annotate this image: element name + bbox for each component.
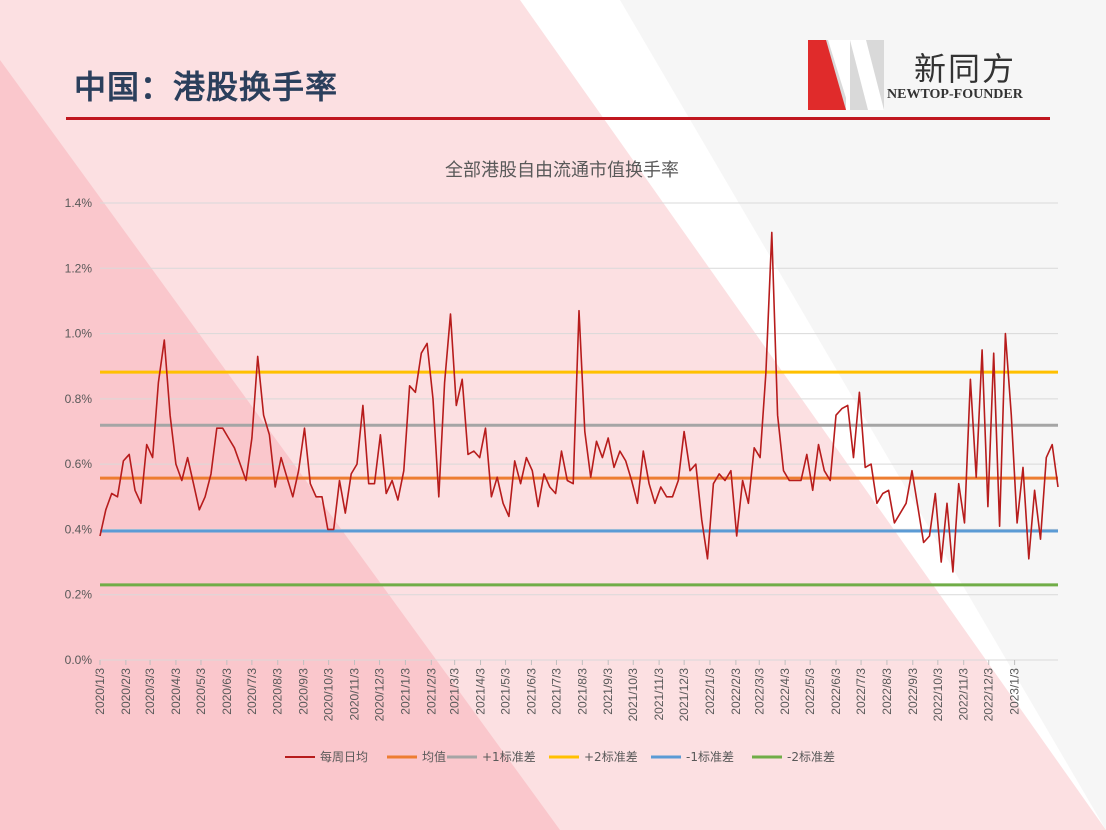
x-tick-label: 2022/10/3 (931, 668, 945, 722)
logo-english-name: NEWTOP-FOUNDER (887, 87, 1023, 102)
x-tick-label: 2020/11/3 (348, 668, 362, 721)
x-tick-label: 2020/10/3 (322, 668, 336, 722)
x-tick-label: 2020/6/3 (220, 668, 234, 715)
reference-lines (100, 370, 1058, 587)
legend-label: 每周日均 (320, 749, 368, 764)
x-tick-label: 2022/8/3 (880, 668, 894, 715)
y-tick-label: 1.2% (65, 261, 93, 275)
x-tick-label: 2022/4/3 (778, 668, 792, 715)
y-tick-label: 0.0% (65, 653, 93, 667)
x-tick-label: 2022/3/3 (752, 668, 766, 715)
legend-label: 均值 (422, 749, 446, 764)
chart-title: 全部港股自由流通市值换手率 (445, 160, 679, 181)
x-tick-label: 2022/2/3 (729, 668, 743, 715)
x-tick-label: 2021/6/3 (524, 668, 538, 715)
x-tick-label: 2022/9/3 (906, 668, 920, 715)
x-tick-label: 2021/7/3 (549, 668, 563, 715)
x-tick-label: 2021/12/3 (677, 668, 691, 722)
y-tick-label: 0.8% (65, 392, 93, 406)
x-tick-label: 2020/12/3 (373, 668, 387, 722)
y-tick-label: 0.6% (65, 457, 93, 471)
x-tick-label: 2021/5/3 (499, 668, 513, 715)
x-tick-label: 2020/5/3 (194, 668, 208, 715)
y-tick-label: 1.0% (65, 327, 93, 341)
x-tick-label: 2022/5/3 (803, 668, 817, 715)
page-title: 中国：港股换手率 (74, 68, 339, 106)
x-tick-label: 2022/1/3 (703, 668, 717, 715)
company-logo-icon (808, 40, 884, 110)
x-tick-label: 2023/1/3 (1008, 668, 1022, 715)
x-tick-label: 2021/4/3 (474, 668, 488, 715)
y-tick-label: 0.4% (65, 522, 93, 536)
gridlines (100, 202, 1058, 661)
x-tick-label: 2021/10/3 (626, 668, 640, 722)
x-tick-label: 2021/1/3 (398, 668, 412, 715)
x-tick-label: 2020/9/3 (297, 668, 311, 715)
x-tick-label: 2020/3/3 (143, 668, 157, 715)
x-tick-label: 2021/2/3 (424, 668, 438, 715)
x-tick-label: 2021/8/3 (575, 668, 589, 715)
y-tick-label: 1.4% (65, 196, 93, 210)
weekly-avg-series (99, 231, 1059, 573)
title-divider (66, 117, 1050, 120)
x-tick-label: 2020/2/3 (119, 668, 133, 715)
series-line-weekly-avg (99, 231, 1059, 573)
x-tick-label: 2020/8/3 (271, 668, 285, 715)
x-tick-label: 2022/7/3 (854, 668, 868, 715)
legend: 每周日均 均值 +1标准差 +2标准差 -1标准差 -2标准差 (285, 749, 835, 764)
legend-label: -1标准差 (686, 750, 734, 764)
x-tick-label: 2021/3/3 (448, 668, 462, 715)
x-tick-label: 2021/11/3 (652, 668, 666, 721)
x-tick-label: 2022/11/3 (957, 668, 971, 721)
logo-chinese-name: 新同方 (914, 50, 1017, 88)
legend-label: +2标准差 (584, 750, 638, 764)
x-axis-ticks: 2020/1/3 2020/2/3 2020/3/3 2020/4/3 2020/5/3… (93, 660, 1022, 721)
legend-label: -2标准差 (787, 750, 835, 764)
x-tick-label: 2022/12/3 (982, 668, 996, 722)
y-tick-label: 0.2% (65, 588, 93, 602)
legend-label: +1标准差 (482, 750, 536, 764)
x-tick-label: 2020/1/3 (93, 668, 107, 715)
x-tick-label: 2021/9/3 (601, 668, 615, 715)
x-tick-label: 2022/6/3 (829, 668, 843, 715)
y-axis-ticks: 0.0% 0.2% 0.4% 0.6% 0.8% 1.0% 1.2% 1.4% (65, 196, 93, 667)
x-tick-label: 2020/7/3 (245, 668, 259, 715)
x-tick-label: 2020/4/3 (169, 668, 183, 715)
